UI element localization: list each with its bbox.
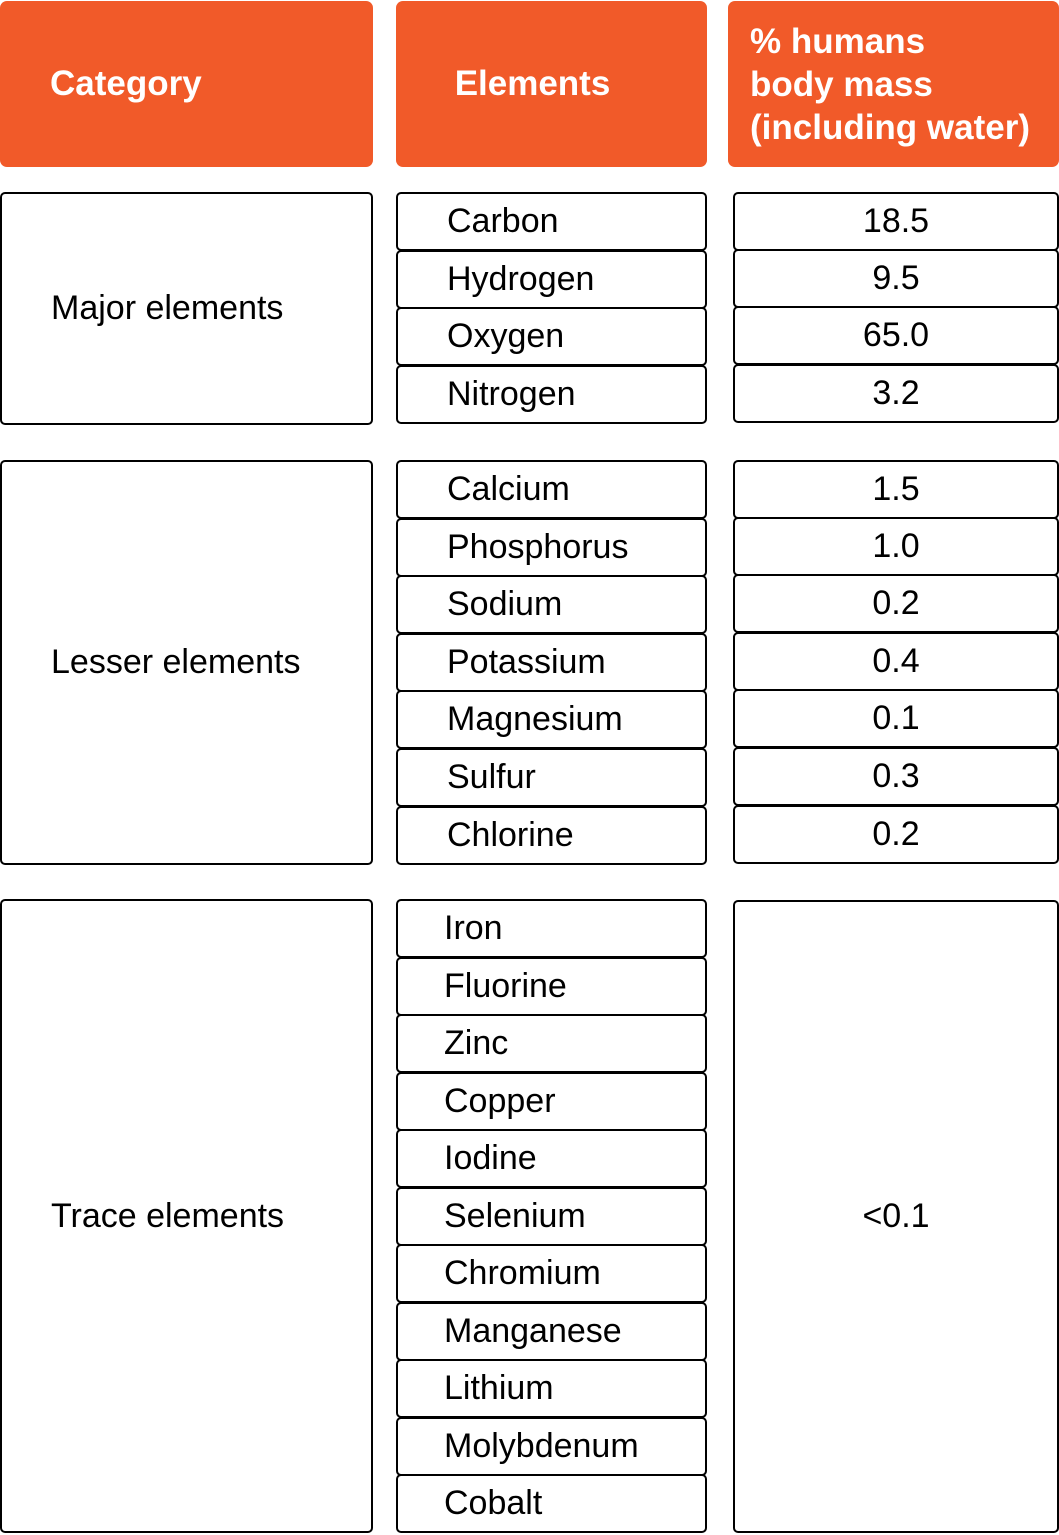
category-lesser-elements: Lesser elements: [0, 460, 373, 865]
percent-cell: 0.1: [733, 689, 1059, 748]
category-trace-elements: Trace elements: [0, 899, 373, 1533]
element-cell: Chlorine: [396, 806, 707, 865]
element-cell: Iron: [396, 899, 707, 958]
element-cell: Sodium: [396, 575, 707, 634]
element-cell: Phosphorus: [396, 518, 707, 577]
element-cell: Calcium: [396, 460, 707, 519]
percent-cell: 9.5: [733, 249, 1059, 308]
element-cell: Cobalt: [396, 1474, 707, 1533]
percent-cell: 1.5: [733, 460, 1059, 519]
element-cell: Carbon: [396, 192, 707, 251]
element-cell: Sulfur: [396, 748, 707, 807]
element-cell: Potassium: [396, 633, 707, 692]
element-cell: Zinc: [396, 1014, 707, 1073]
header-category: Category: [0, 1, 373, 167]
percent-cell: 0.4: [733, 632, 1059, 691]
element-cell: Selenium: [396, 1187, 707, 1246]
element-cell: Manganese: [396, 1302, 707, 1361]
percent-cell: 0.2: [733, 574, 1059, 633]
element-cell: Copper: [396, 1072, 707, 1131]
category-major-elements: Major elements: [0, 192, 373, 425]
percent-cell: 65.0: [733, 306, 1059, 365]
element-cell: Nitrogen: [396, 365, 707, 424]
element-cell: Lithium: [396, 1359, 707, 1418]
element-cell: Magnesium: [396, 690, 707, 749]
percent-cell: 3.2: [733, 364, 1059, 423]
element-cell: Oxygen: [396, 307, 707, 366]
element-cell: Molybdenum: [396, 1417, 707, 1476]
percent-cell: 18.5: [733, 192, 1059, 251]
element-cell: Iodine: [396, 1129, 707, 1188]
element-cell: Hydrogen: [396, 250, 707, 309]
percent-cell: 0.3: [733, 747, 1059, 806]
element-cell: Fluorine: [396, 957, 707, 1016]
header-elements: Elements: [396, 1, 707, 167]
percent-cell: 0.2: [733, 805, 1059, 864]
element-cell: Chromium: [396, 1244, 707, 1303]
percent-cell: 1.0: [733, 517, 1059, 576]
header-percent-body-mass: % humans body mass (including water): [728, 1, 1059, 167]
percent-cell-trace: <0.1: [733, 900, 1059, 1533]
